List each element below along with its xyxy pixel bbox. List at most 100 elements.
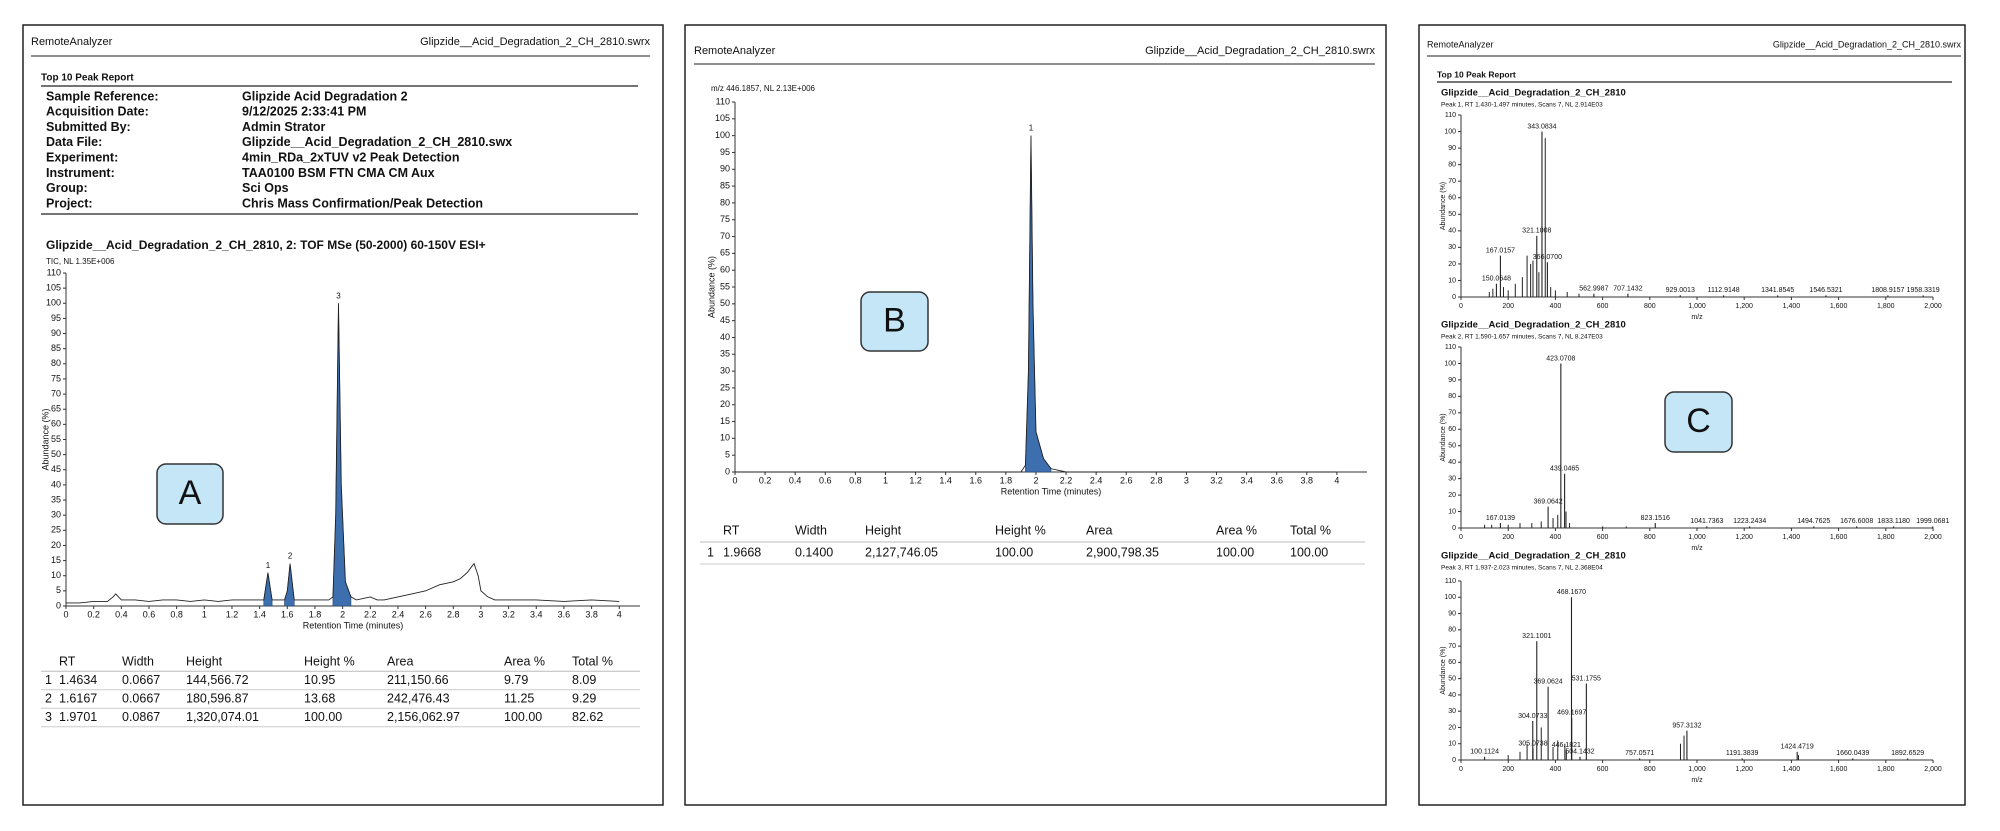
x-axis-label: m/z bbox=[1691, 777, 1703, 784]
peak-mz-label: 423.0708 bbox=[1546, 355, 1575, 362]
y-tick-label: 70 bbox=[1448, 410, 1456, 417]
x-tick-label: 600 bbox=[1597, 766, 1609, 773]
peak-mz-label: 1958.3319 bbox=[1907, 287, 1940, 294]
table-cell: 1.4634 bbox=[59, 673, 97, 687]
x-tick-label: 1.8 bbox=[1000, 475, 1013, 485]
info-value: Glipzide Acid Degradation 2 bbox=[242, 89, 408, 103]
y-tick-label: 10 bbox=[1448, 277, 1456, 284]
y-tick-label: 40 bbox=[1448, 692, 1456, 699]
chart-title: Glipzide__Acid_Degradation_2_CH_2810, 2:… bbox=[46, 238, 486, 252]
y-tick-label: 0 bbox=[1452, 294, 1456, 301]
app-name: RemoteAnalyzer bbox=[694, 45, 776, 57]
peak-mz-label: 1546.5321 bbox=[1809, 287, 1842, 294]
x-tick-label: 3.4 bbox=[530, 609, 543, 619]
peak-mz-label: 1041.7363 bbox=[1690, 518, 1723, 525]
y-tick-label: 60 bbox=[1448, 426, 1456, 433]
table-cell: 9.29 bbox=[572, 691, 596, 705]
x-tick-label: 400 bbox=[1550, 303, 1562, 310]
info-label: Instrument: bbox=[46, 166, 115, 180]
x-tick-label: 800 bbox=[1644, 766, 1656, 773]
peak-mz-label: 1112.9148 bbox=[1708, 287, 1740, 294]
y-tick-label: 60 bbox=[1448, 195, 1456, 202]
info-value: Chris Mass Confirmation/Peak Detection bbox=[242, 196, 483, 210]
table-header: Width bbox=[795, 523, 827, 537]
x-tick-label: 1.6 bbox=[970, 475, 983, 485]
peak-mz-label: 1494.7625 bbox=[1797, 518, 1830, 525]
x-tick-label: 200 bbox=[1502, 766, 1514, 773]
x-tick-label: 2.4 bbox=[392, 609, 405, 619]
table-cell: 144,566.72 bbox=[186, 673, 249, 687]
peak-mz-label: 369.0642 bbox=[1533, 498, 1562, 505]
table-cell: 1.6167 bbox=[59, 691, 97, 705]
info-label: Project: bbox=[46, 196, 93, 210]
report-title: Top 10 Peak Report bbox=[41, 73, 134, 84]
x-tick-label: 1.2 bbox=[226, 609, 239, 619]
y-tick-label: 30 bbox=[51, 510, 61, 520]
peak-mz-label: 150.0648 bbox=[1482, 276, 1511, 283]
peak-mz-label: 1999.0681 bbox=[1916, 518, 1949, 525]
callout-box bbox=[156, 463, 224, 525]
y-tick-label: 90 bbox=[720, 164, 730, 174]
x-tick-label: 3 bbox=[478, 609, 483, 619]
x-tick-label: 1,200 bbox=[1735, 303, 1753, 310]
y-tick-label: 5 bbox=[56, 585, 61, 595]
y-tick-label: 100 bbox=[1444, 128, 1456, 135]
y-tick-label: 90 bbox=[1448, 610, 1456, 617]
y-tick-label: 10 bbox=[720, 433, 730, 443]
x-tick-label: 0.2 bbox=[87, 609, 100, 619]
panel-b-frame bbox=[684, 24, 1387, 806]
x-tick-label: 3.8 bbox=[1301, 475, 1314, 485]
y-tick-label: 35 bbox=[720, 349, 730, 359]
table-cell: 0.1400 bbox=[795, 545, 833, 559]
x-tick-label: 800 bbox=[1644, 303, 1656, 310]
peak-mz-label: 1660.0439 bbox=[1836, 750, 1869, 757]
peak-mz-label: 167.0157 bbox=[1486, 247, 1515, 254]
spectrum-title: Glipzide__Acid_Degradation_2_CH_2810 bbox=[1441, 88, 1626, 99]
x-tick-label: 1,200 bbox=[1735, 534, 1753, 541]
x-tick-label: 2,000 bbox=[1924, 766, 1942, 773]
table-header: Total % bbox=[1290, 523, 1331, 537]
y-tick-label: 60 bbox=[720, 265, 730, 275]
peak-mz-label: 1676.6008 bbox=[1840, 518, 1873, 525]
x-tick-label: 0 bbox=[732, 475, 737, 485]
y-tick-label: 60 bbox=[1448, 659, 1456, 666]
info-value: 9/12/2025 2:33:41 PM bbox=[242, 105, 366, 119]
y-tick-label: 80 bbox=[1448, 627, 1456, 634]
y-axis-label: Abundance (%) bbox=[1440, 413, 1447, 461]
y-tick-label: 30 bbox=[1448, 244, 1456, 251]
y-tick-label: 50 bbox=[51, 449, 61, 459]
x-tick-label: 1,400 bbox=[1783, 534, 1801, 541]
y-tick-label: 20 bbox=[1448, 261, 1456, 268]
spectrum-subtitle: Peak 3, RT 1.937-2.023 minutes, Scans 7,… bbox=[1441, 565, 1603, 572]
table-cell: 2 bbox=[45, 691, 52, 705]
peak-mz-label: 304.0733 bbox=[1518, 713, 1547, 720]
y-tick-label: 80 bbox=[720, 197, 730, 207]
y-tick-label: 65 bbox=[51, 404, 61, 414]
y-tick-label: 10 bbox=[1448, 741, 1456, 748]
table-cell: 100.00 bbox=[504, 710, 542, 724]
x-tick-label: 2.8 bbox=[1150, 475, 1163, 485]
y-tick-label: 20 bbox=[1448, 492, 1456, 499]
peak-mz-label: 321.1008 bbox=[1522, 228, 1551, 235]
table-cell: 180,596.87 bbox=[186, 691, 249, 705]
x-tick-label: 0 bbox=[1459, 534, 1463, 541]
peak-mz-label: 929.0013 bbox=[1666, 287, 1695, 294]
x-tick-label: 0.6 bbox=[819, 475, 832, 485]
y-tick-label: 90 bbox=[1448, 145, 1456, 152]
table-cell: 100.00 bbox=[1290, 545, 1328, 559]
table-cell: 2,127,746.05 bbox=[865, 545, 938, 559]
spectrum-subtitle: Peak 2, RT 1.590-1.657 minutes, Scans 7,… bbox=[1441, 334, 1603, 341]
table-cell: 3 bbox=[45, 710, 52, 724]
y-tick-label: 105 bbox=[715, 113, 730, 123]
peak-mz-label: 562.9987 bbox=[1579, 286, 1608, 293]
x-tick-label: 2 bbox=[1033, 475, 1038, 485]
y-tick-label: 15 bbox=[51, 555, 61, 565]
x-tick-label: 1,800 bbox=[1877, 534, 1895, 541]
table-cell: 10.95 bbox=[304, 673, 335, 687]
spectrum-title: Glipzide__Acid_Degradation_2_CH_2810 bbox=[1441, 551, 1626, 562]
y-tick-label: 25 bbox=[720, 382, 730, 392]
peak-mz-label: 1191.3839 bbox=[1726, 750, 1759, 757]
y-tick-label: 45 bbox=[51, 464, 61, 474]
x-tick-label: 1.4 bbox=[253, 609, 266, 619]
